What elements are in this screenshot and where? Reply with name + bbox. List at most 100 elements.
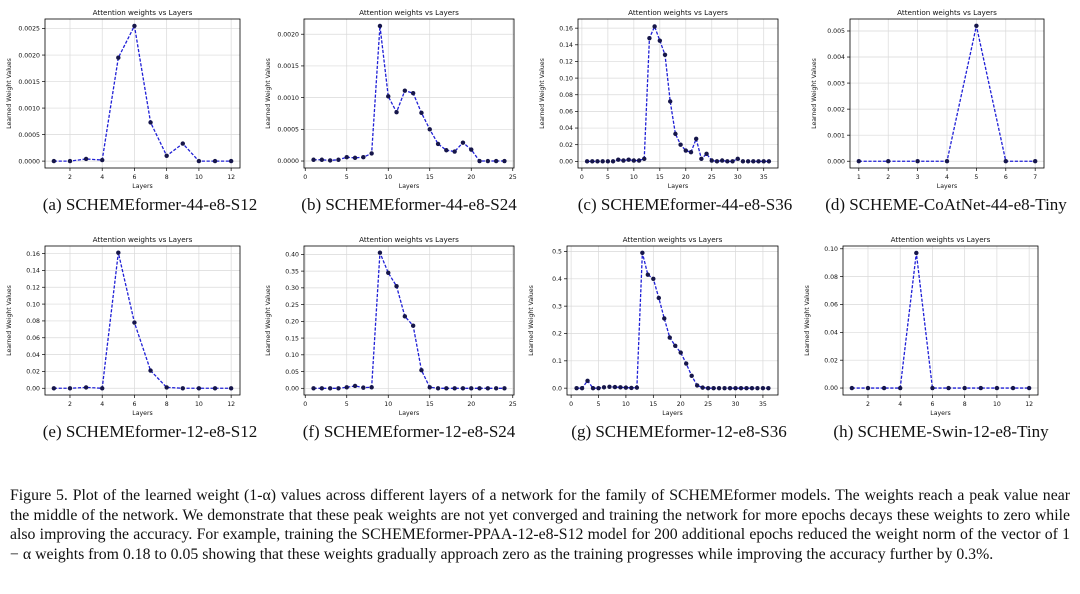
y-tick-label: 0.25 bbox=[285, 302, 299, 309]
y-tick-label: 0.0015 bbox=[18, 79, 40, 86]
data-point bbox=[657, 38, 663, 43]
data-point bbox=[749, 385, 755, 391]
plot-frame bbox=[566, 245, 779, 396]
data-point bbox=[1003, 159, 1008, 164]
data-point bbox=[460, 386, 466, 391]
data-point bbox=[668, 99, 673, 104]
data-point bbox=[83, 156, 89, 162]
data-point bbox=[651, 276, 656, 282]
data-point bbox=[756, 159, 761, 164]
subfigure-caption: (b) SCHEMEformer-44-e8-S24 bbox=[301, 195, 517, 214]
data-point bbox=[645, 272, 651, 277]
y-tick-label: 0.0010 bbox=[18, 105, 40, 112]
data-point bbox=[469, 147, 474, 152]
y-axis-label: Learned Weight Values bbox=[811, 58, 818, 129]
data-point bbox=[610, 159, 616, 164]
y-tick-label: 0.02 bbox=[559, 142, 573, 149]
y-tick-label: 0.00 bbox=[559, 159, 573, 166]
data-point bbox=[452, 386, 457, 391]
data-point bbox=[744, 385, 749, 391]
data-point bbox=[994, 385, 1000, 391]
data-point bbox=[755, 385, 760, 391]
series-line bbox=[313, 252, 505, 389]
data-point bbox=[930, 385, 935, 391]
data-point bbox=[327, 158, 333, 163]
data-point bbox=[766, 385, 771, 391]
data-point bbox=[636, 158, 642, 163]
x-tick-label: 6 bbox=[132, 401, 136, 408]
y-tick-label: 0.20 bbox=[285, 319, 299, 326]
x-tick-label: 10 bbox=[384, 174, 392, 181]
data-point bbox=[607, 384, 612, 389]
data-point bbox=[688, 149, 694, 155]
x-tick-label: 10 bbox=[195, 174, 203, 181]
data-point bbox=[673, 131, 678, 137]
y-tick-label: 0.06 bbox=[824, 302, 838, 309]
x-tick-label: 30 bbox=[732, 401, 740, 408]
data-point bbox=[369, 151, 374, 156]
data-point bbox=[898, 385, 903, 391]
data-point bbox=[460, 140, 466, 145]
chart-title: Attention weights vs Layers bbox=[359, 8, 459, 17]
data-point bbox=[485, 158, 491, 164]
y-tick-label: 0.12 bbox=[26, 284, 40, 291]
data-point bbox=[196, 158, 202, 164]
x-tick-label: 8 bbox=[165, 401, 169, 408]
chart-title: Attention weights vs Layers bbox=[897, 8, 997, 17]
data-point bbox=[361, 385, 366, 390]
data-point bbox=[667, 335, 672, 340]
series-line bbox=[313, 25, 505, 162]
data-point bbox=[502, 158, 507, 164]
y-tick-label: 0.000 bbox=[827, 158, 845, 165]
x-tick-label: 15 bbox=[656, 174, 664, 181]
x-tick-label: 30 bbox=[734, 174, 742, 181]
data-point bbox=[727, 385, 733, 391]
data-point bbox=[410, 323, 416, 328]
chart-panel-2: 0 5 10 15 20 25 30 35 0.00 0.02 0.04 0.06 0.08 0.10 0.… bbox=[539, 8, 792, 214]
chart-title: Attention weights vs Layers bbox=[628, 8, 728, 17]
data-point bbox=[419, 110, 424, 116]
data-point bbox=[427, 127, 432, 132]
x-axis-label: Layers bbox=[937, 183, 957, 190]
data-point bbox=[212, 386, 218, 391]
data-point bbox=[311, 157, 316, 162]
y-tick-label: 0.0 bbox=[552, 385, 562, 392]
data-point bbox=[377, 23, 383, 29]
data-point bbox=[164, 385, 169, 390]
chart-title: Attention weights vs Layers bbox=[623, 235, 723, 244]
y-tick-label: 0.002 bbox=[827, 106, 845, 113]
data-point bbox=[196, 386, 202, 391]
data-point bbox=[656, 295, 661, 301]
data-point bbox=[228, 386, 234, 391]
x-axis-label: Layers bbox=[399, 410, 419, 417]
x-tick-label: 20 bbox=[467, 174, 475, 181]
x-tick-label: 2 bbox=[886, 174, 890, 181]
x-tick-label: 0 bbox=[303, 401, 307, 408]
y-tick-label: 0.02 bbox=[26, 369, 40, 376]
x-tick-label: 35 bbox=[759, 401, 767, 408]
y-tick-label: 0.14 bbox=[26, 268, 40, 275]
plot-frame bbox=[44, 18, 241, 169]
subfigure-caption: (d) SCHEME-CoAtNet-44-e8-Tiny bbox=[825, 195, 1067, 214]
data-point bbox=[493, 158, 499, 164]
figure-caption-text: Plot of the learned weight (1-α) values … bbox=[10, 487, 1070, 563]
data-point bbox=[634, 385, 640, 390]
y-tick-label: 0.0000 bbox=[18, 158, 40, 165]
data-point bbox=[51, 158, 57, 164]
data-point bbox=[377, 250, 383, 255]
x-tick-label: 10 bbox=[630, 174, 638, 181]
y-axis-label: Learned Weight Values bbox=[6, 285, 13, 356]
chart-panel-0: 2 4 6 8 10 12 0.0000 0.0005 0.0010 0.0015 0.0020 0.… bbox=[6, 8, 257, 214]
figure-caption: Figure 5. Plot of the learned weight (1-… bbox=[10, 486, 1070, 564]
y-tick-label: 0.12 bbox=[559, 59, 573, 66]
subfigure-caption: (g) SCHEMEformer-12-e8-S36 bbox=[571, 422, 786, 441]
data-point bbox=[319, 386, 325, 391]
y-axis-label: Learned Weight Values bbox=[539, 58, 546, 129]
x-tick-label: 25 bbox=[509, 401, 517, 408]
x-tick-label: 5 bbox=[597, 401, 601, 408]
x-tick-label: 6 bbox=[1004, 174, 1008, 181]
x-axis-label: Layers bbox=[668, 183, 688, 190]
data-point bbox=[493, 386, 499, 391]
data-point bbox=[849, 385, 855, 391]
data-point bbox=[435, 386, 441, 391]
